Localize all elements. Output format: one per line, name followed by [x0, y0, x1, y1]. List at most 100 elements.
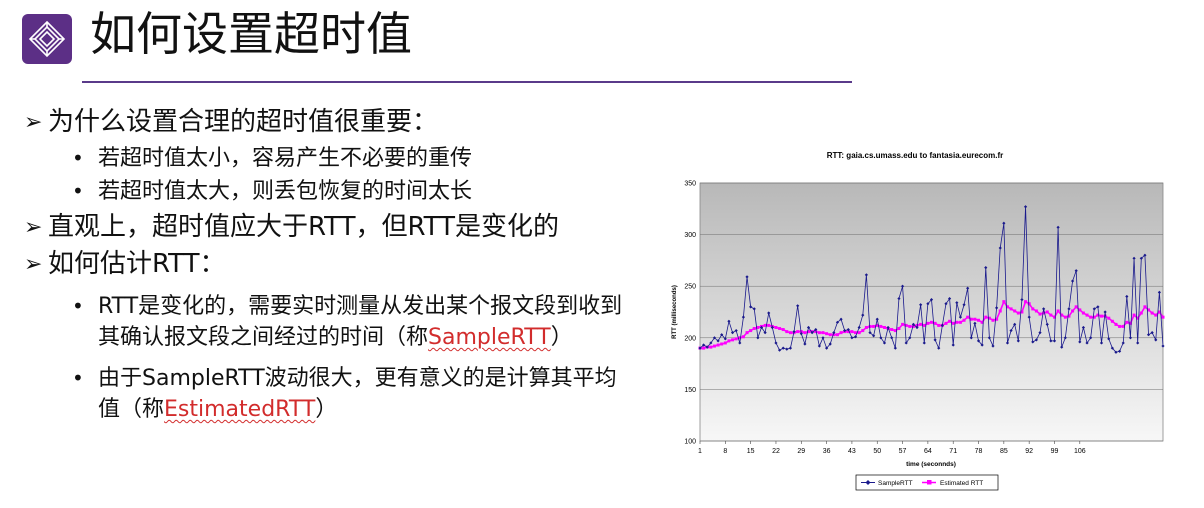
title-divider [82, 81, 852, 83]
estimated-rtt-point [980, 320, 984, 324]
sample-rtt-point [976, 339, 981, 343]
estimated-rtt-point [951, 321, 955, 325]
x-tick-label: 106 [1074, 448, 1086, 455]
estimated-rtt-point [835, 333, 839, 337]
estimated-rtt-point [933, 321, 937, 325]
bullet-1: ➢ 为什么设置合理的超时值很重要： [24, 104, 644, 141]
estimated-rtt-point [937, 323, 941, 327]
sample-rtt-point [781, 346, 785, 350]
sample-rtt-point [821, 336, 825, 340]
estimated-rtt-point [1128, 321, 1132, 325]
estimated-rtt-point [969, 317, 973, 321]
chart-title: RTT: gaia.cs.umass.edu to fantasia.eurec… [827, 151, 1004, 160]
estimated-rtt-point [828, 333, 832, 337]
estimated-rtt-point [738, 336, 742, 340]
estimated-rtt-point [911, 324, 915, 328]
arrow-bullet-icon: ➢ [24, 110, 43, 135]
estimated-rtt-term: EstimatedRTT [164, 397, 316, 422]
arrow-bullet-icon: ➢ [24, 252, 43, 277]
sample-rtt-point [998, 246, 1002, 250]
sample-rtt-point [698, 346, 702, 350]
estimated-rtt-point [745, 331, 749, 335]
estimated-rtt-point [875, 323, 879, 327]
estimated-rtt-point [817, 331, 821, 335]
bullet-text: 若超时值太小，容易产生不必要的重传 [98, 146, 473, 171]
estimated-rtt-point [1027, 302, 1031, 306]
sample-rtt-point [734, 328, 738, 333]
estimated-rtt-point [741, 335, 745, 339]
estimated-rtt-point [788, 331, 792, 335]
sample-rtt-point [770, 325, 774, 330]
x-tick-label: 71 [949, 448, 957, 455]
sample-rtt-point [908, 336, 912, 340]
estimated-rtt-point [1136, 316, 1140, 320]
x-tick-label: 8 [723, 448, 727, 455]
dot-bullet-icon: • [72, 294, 84, 318]
estimated-rtt-point [1078, 308, 1082, 312]
sample-rtt-point [774, 341, 778, 345]
sample-rtt-point [969, 336, 973, 340]
estimated-rtt-point [966, 315, 970, 319]
sample-rtt-point [846, 327, 850, 332]
sub-bullet-3: • RTT是变化的，需要实时测量从发出某个报文段到收到其确认报文段之间经过的时间… [24, 291, 644, 353]
arrow-bullet-icon: ➢ [24, 215, 43, 240]
sample-rtt-point [900, 284, 905, 288]
estimated-rtt-point [716, 343, 720, 347]
estimated-rtt-point [958, 320, 962, 324]
estimated-rtt-point [1110, 319, 1114, 323]
sample-rtt-point [730, 331, 735, 335]
bullet-text: 直观上，超时值应大于RTT，但RTT是变化的 [48, 212, 559, 242]
sample-rtt-point [763, 331, 767, 335]
x-tick-label: 78 [975, 448, 983, 455]
sample-rtt-term: SampleRTT [428, 325, 551, 350]
estimated-rtt-point [1114, 322, 1118, 326]
estimated-rtt-point [1157, 310, 1161, 314]
sample-rtt-point [709, 341, 713, 345]
estimated-rtt-point [814, 330, 818, 334]
estimated-rtt-point [1107, 316, 1111, 320]
estimated-rtt-point [1020, 310, 1024, 314]
x-tick-label: 64 [924, 448, 932, 455]
dot-bullet-icon: • [72, 146, 84, 170]
estimated-rtt-point [919, 322, 923, 326]
legend-label-sample: SampleRTT [878, 480, 913, 487]
estimated-rtt-point [1085, 313, 1089, 317]
estimated-rtt-point [1031, 307, 1035, 311]
x-tick-label: 1 [698, 448, 702, 455]
estimated-rtt-point [944, 321, 948, 325]
estimated-rtt-point [778, 327, 782, 331]
sample-rtt-point [861, 313, 865, 317]
estimated-rtt-point [850, 330, 854, 334]
estimated-rtt-point [825, 332, 829, 336]
x-tick-label: 92 [1025, 448, 1033, 455]
sample-rtt-point [919, 303, 923, 307]
sample-rtt-point [991, 344, 995, 348]
x-tick-label: 15 [747, 448, 755, 455]
estimated-rtt-point [1081, 311, 1085, 315]
estimated-rtt-point [1060, 313, 1064, 317]
sample-rtt-point [705, 345, 709, 349]
estimated-rtt-point [1096, 313, 1100, 317]
estimated-rtt-point [908, 324, 912, 328]
x-tick-label: 57 [899, 448, 907, 455]
sub-bullet-4: • 由于SampleRTT波动很大，更有意义的是计算其平均值（称Estimate… [24, 363, 644, 425]
estimated-rtt-point [1089, 315, 1093, 319]
estimated-rtt-point [785, 330, 789, 334]
sample-rtt-point [933, 338, 937, 342]
sample-rtt-point [814, 327, 818, 332]
estimated-rtt-point [774, 325, 778, 329]
estimated-rtt-point [904, 323, 908, 327]
sample-rtt-point [745, 275, 749, 279]
estimated-rtt-point [882, 325, 886, 329]
estimated-rtt-point [1100, 314, 1104, 318]
sample-rtt-point [962, 303, 966, 307]
sample-rtt-point [788, 346, 793, 350]
estimated-rtt-point [756, 325, 760, 329]
bullet-2: ➢ 直观上，超时值应大于RTT，但RTT是变化的 [24, 209, 644, 246]
legend-label-estimated: Estimated RTT [940, 480, 983, 487]
estimated-rtt-point [879, 324, 883, 328]
sample-rtt-point [1016, 339, 1020, 343]
chart-legend: SampleRTT Estimated RTT [855, 474, 999, 491]
estimated-rtt-point [1121, 324, 1125, 328]
estimated-rtt-point [723, 341, 727, 345]
